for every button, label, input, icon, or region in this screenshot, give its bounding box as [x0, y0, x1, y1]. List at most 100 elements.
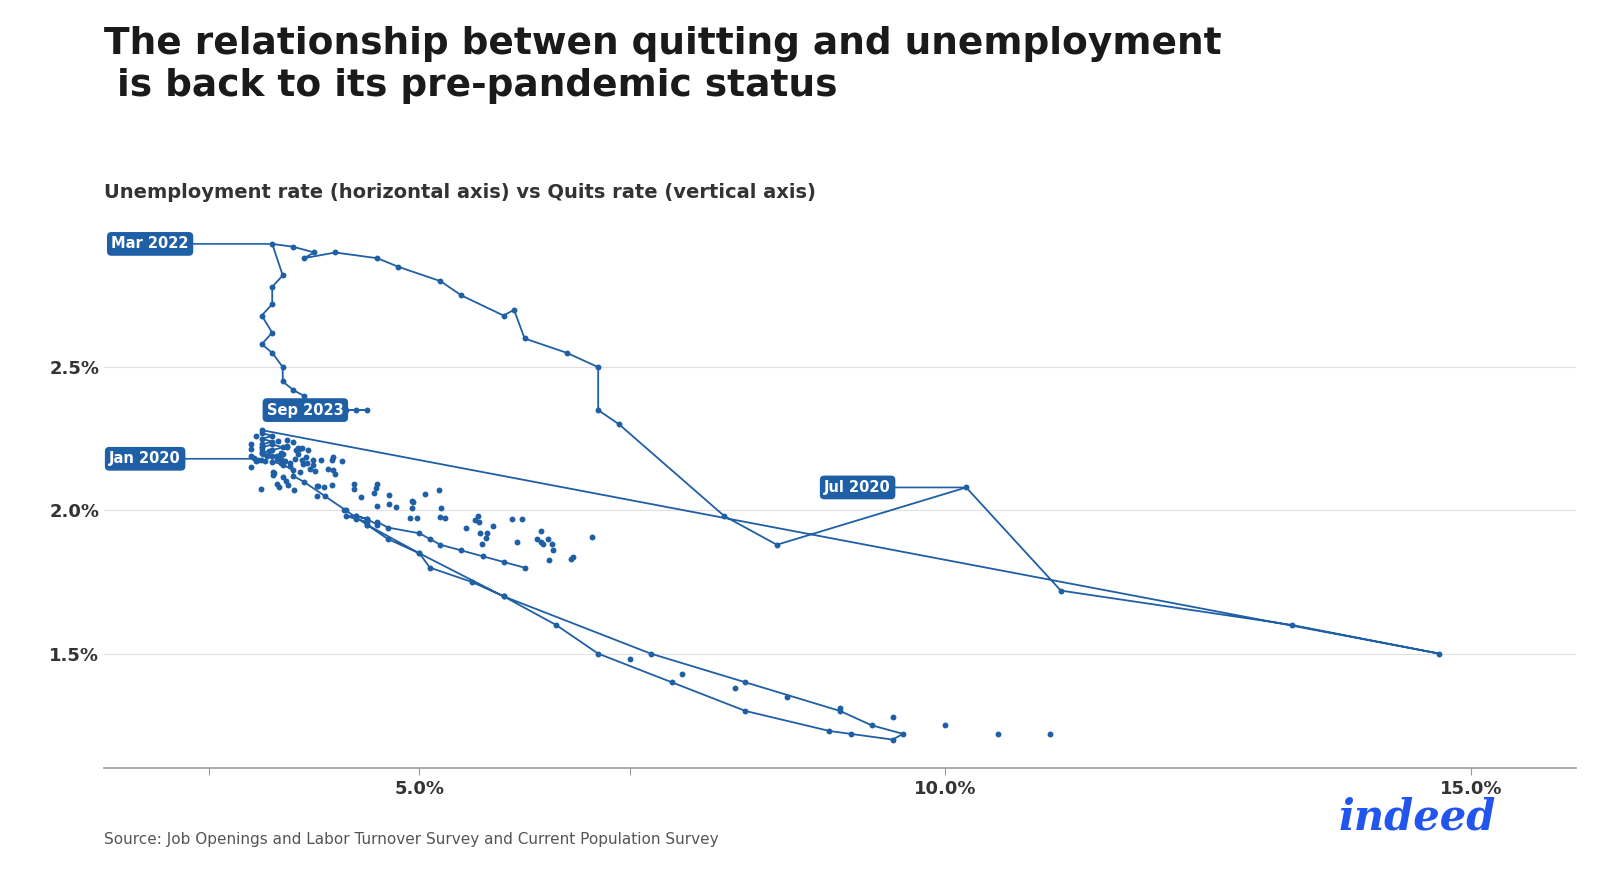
- Point: [554, 346, 579, 360]
- Point: [453, 521, 478, 535]
- Point: [331, 503, 357, 517]
- Point: [270, 375, 296, 388]
- Point: [294, 443, 320, 457]
- Point: [509, 512, 534, 526]
- Point: [312, 397, 338, 411]
- Point: [288, 442, 314, 456]
- Point: [954, 480, 979, 494]
- Point: [349, 490, 374, 504]
- Point: [285, 442, 310, 456]
- Point: [880, 710, 906, 724]
- Point: [238, 443, 264, 457]
- Point: [374, 520, 400, 534]
- Point: [250, 426, 275, 440]
- Point: [269, 446, 294, 460]
- Point: [320, 463, 346, 477]
- Point: [304, 479, 330, 493]
- Point: [272, 473, 298, 487]
- Point: [467, 526, 493, 540]
- Point: [333, 403, 358, 417]
- Point: [266, 434, 291, 448]
- Text: Jul 2020: Jul 2020: [824, 480, 891, 495]
- Point: [264, 449, 290, 463]
- Point: [1280, 618, 1306, 632]
- Point: [333, 504, 358, 518]
- Point: [382, 500, 408, 514]
- Point: [1048, 584, 1074, 598]
- Point: [280, 383, 306, 397]
- Point: [344, 509, 370, 523]
- Point: [429, 501, 454, 515]
- Point: [259, 297, 285, 311]
- Point: [530, 537, 555, 551]
- Point: [418, 560, 443, 574]
- Point: [270, 447, 296, 461]
- Point: [365, 515, 390, 529]
- Point: [354, 512, 379, 526]
- Point: [310, 479, 336, 493]
- Point: [499, 512, 525, 526]
- Point: [264, 477, 290, 491]
- Point: [250, 432, 275, 446]
- Point: [259, 346, 285, 360]
- Point: [1427, 647, 1453, 661]
- Point: [286, 447, 312, 461]
- Point: [277, 456, 302, 470]
- Point: [290, 457, 315, 471]
- Point: [512, 560, 538, 574]
- Point: [397, 512, 422, 526]
- Point: [270, 268, 296, 282]
- Point: [242, 451, 267, 465]
- Point: [669, 667, 694, 681]
- Point: [259, 326, 285, 340]
- Point: [365, 518, 390, 532]
- Point: [264, 452, 290, 466]
- Point: [344, 403, 370, 417]
- Point: [838, 727, 864, 741]
- Point: [280, 435, 306, 449]
- Point: [245, 453, 270, 467]
- Point: [304, 489, 330, 503]
- Point: [586, 361, 611, 375]
- Point: [243, 429, 269, 443]
- Point: [270, 361, 296, 375]
- Point: [243, 454, 269, 468]
- Point: [418, 532, 443, 546]
- Point: [282, 483, 307, 497]
- Point: [250, 337, 275, 351]
- Point: [259, 237, 285, 251]
- Point: [354, 518, 379, 532]
- Point: [261, 468, 286, 482]
- Point: [341, 482, 366, 496]
- Point: [491, 555, 517, 569]
- Point: [280, 240, 306, 254]
- Point: [270, 471, 296, 485]
- Point: [323, 400, 349, 414]
- Point: [638, 647, 664, 661]
- Point: [320, 450, 346, 464]
- Point: [525, 532, 550, 546]
- Point: [890, 727, 915, 741]
- Point: [270, 457, 296, 471]
- Point: [274, 440, 299, 454]
- Point: [280, 469, 306, 483]
- Point: [411, 487, 437, 501]
- Point: [491, 589, 517, 603]
- Point: [250, 423, 275, 437]
- Point: [363, 481, 389, 495]
- Point: [275, 478, 301, 491]
- Point: [536, 532, 562, 546]
- Point: [722, 681, 747, 695]
- Point: [250, 437, 275, 451]
- Point: [354, 512, 379, 526]
- Point: [250, 446, 275, 460]
- Point: [254, 449, 280, 463]
- Point: [586, 647, 611, 661]
- Point: [469, 537, 494, 551]
- Point: [474, 532, 499, 546]
- Point: [322, 467, 347, 481]
- Point: [659, 676, 685, 690]
- Point: [286, 442, 312, 456]
- Point: [539, 538, 565, 552]
- Point: [536, 553, 562, 567]
